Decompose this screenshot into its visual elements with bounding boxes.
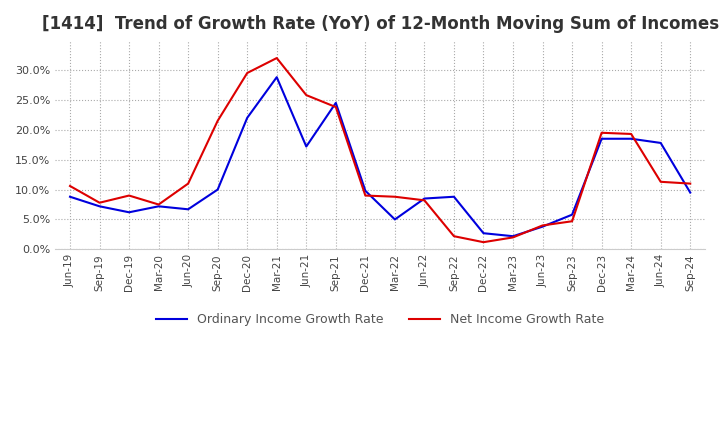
Ordinary Income Growth Rate [657,140,665,146]
Line: Net Income Growth Rate: Net Income Growth Rate [70,58,690,242]
Net Income Growth Rate [568,219,577,224]
Legend: Ordinary Income Growth Rate, Net Income Growth Rate: Ordinary Income Growth Rate, Net Income … [151,308,609,331]
Ordinary Income Growth Rate [627,136,636,141]
Ordinary Income Growth Rate [125,209,133,215]
Ordinary Income Growth Rate [213,187,222,192]
Net Income Growth Rate [686,181,695,186]
Line: Ordinary Income Growth Rate: Ordinary Income Growth Rate [70,77,690,236]
Net Income Growth Rate [154,202,163,207]
Title: [1414]  Trend of Growth Rate (YoY) of 12-Month Moving Sum of Incomes: [1414] Trend of Growth Rate (YoY) of 12-… [42,15,719,33]
Net Income Growth Rate [509,235,518,240]
Net Income Growth Rate [657,179,665,184]
Net Income Growth Rate [420,198,428,203]
Ordinary Income Growth Rate [480,231,488,236]
Net Income Growth Rate [184,181,192,186]
Net Income Growth Rate [213,118,222,124]
Net Income Growth Rate [66,183,74,189]
Ordinary Income Growth Rate [95,204,104,209]
Ordinary Income Growth Rate [272,74,281,80]
Ordinary Income Growth Rate [598,136,606,141]
Net Income Growth Rate [390,194,399,199]
Ordinary Income Growth Rate [686,190,695,195]
Ordinary Income Growth Rate [420,196,428,201]
Net Income Growth Rate [449,234,458,239]
Net Income Growth Rate [302,92,310,98]
Net Income Growth Rate [243,70,251,76]
Net Income Growth Rate [331,104,340,110]
Net Income Growth Rate [539,223,547,228]
Ordinary Income Growth Rate [243,115,251,121]
Net Income Growth Rate [95,200,104,205]
Ordinary Income Growth Rate [331,100,340,106]
Net Income Growth Rate [627,131,636,136]
Ordinary Income Growth Rate [361,188,369,194]
Ordinary Income Growth Rate [509,234,518,239]
Ordinary Income Growth Rate [390,217,399,222]
Ordinary Income Growth Rate [184,207,192,212]
Ordinary Income Growth Rate [539,224,547,229]
Net Income Growth Rate [361,193,369,198]
Ordinary Income Growth Rate [66,194,74,199]
Ordinary Income Growth Rate [449,194,458,199]
Net Income Growth Rate [480,239,488,245]
Net Income Growth Rate [272,55,281,61]
Net Income Growth Rate [598,130,606,136]
Ordinary Income Growth Rate [568,212,577,217]
Ordinary Income Growth Rate [154,204,163,209]
Ordinary Income Growth Rate [302,144,310,149]
Net Income Growth Rate [125,193,133,198]
